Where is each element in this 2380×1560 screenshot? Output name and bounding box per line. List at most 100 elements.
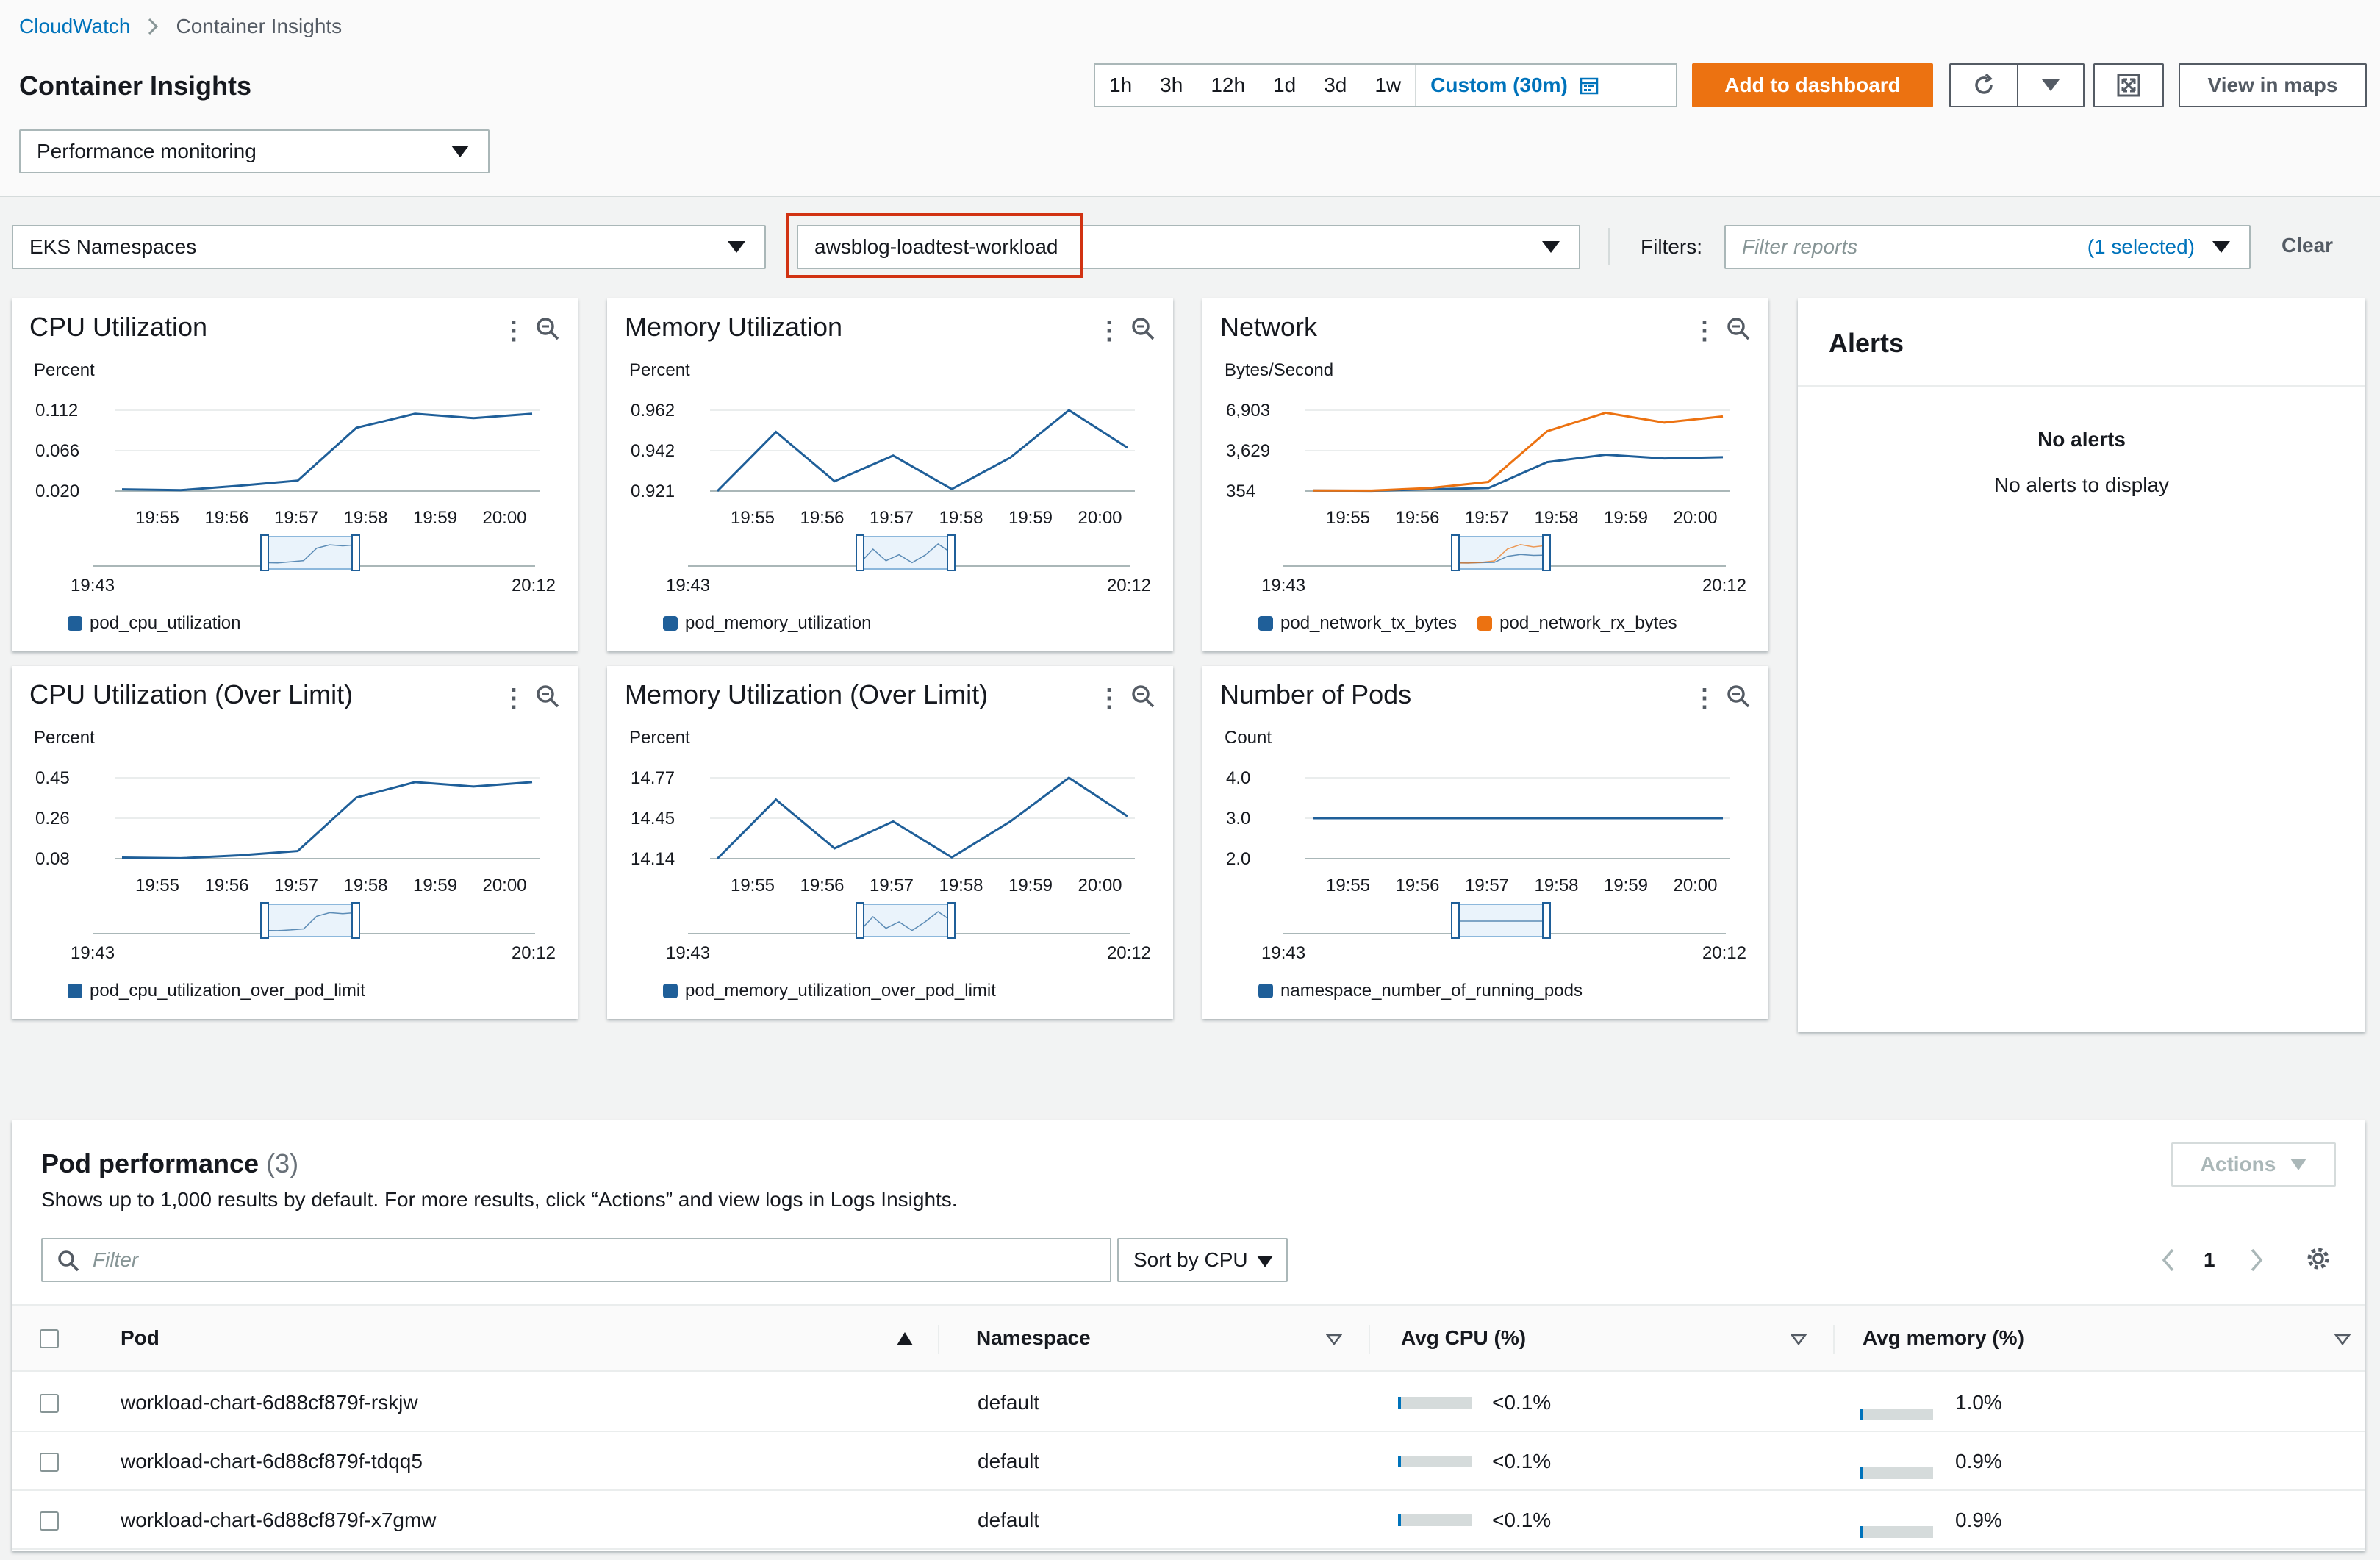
navigator-left-handle[interactable] bbox=[1451, 902, 1460, 939]
navigator-left-handle[interactable] bbox=[856, 534, 864, 571]
y-tick-label: 6,903 bbox=[1226, 401, 1270, 421]
navigator-series-line bbox=[1455, 544, 1547, 564]
more-options-icon[interactable]: ⋮ bbox=[501, 684, 526, 712]
navigator-left-handle[interactable] bbox=[260, 534, 269, 571]
legend-item[interactable]: pod_memory_utilization bbox=[663, 613, 871, 634]
zoom-icon[interactable] bbox=[535, 316, 560, 341]
zoom-icon[interactable] bbox=[1726, 684, 1751, 709]
legend-item[interactable]: pod_network_rx_bytes bbox=[1477, 613, 1677, 634]
refresh-button[interactable] bbox=[1949, 63, 2018, 107]
column-avg-memory[interactable]: Avg memory (%) bbox=[1836, 1325, 2351, 1354]
zoom-icon[interactable] bbox=[1726, 316, 1751, 341]
y-tick-label: 0.066 bbox=[35, 441, 79, 461]
filter-reports-input[interactable]: Filter reports (1 selected) bbox=[1724, 225, 2251, 269]
navigator-right-handle[interactable] bbox=[1542, 902, 1551, 939]
search-icon bbox=[58, 1250, 79, 1272]
namespace-cell: default bbox=[978, 1450, 1040, 1473]
range-end-label: 20:12 bbox=[512, 943, 556, 960]
time-range-3d[interactable]: 3d bbox=[1324, 74, 1347, 96]
sort-select[interactable]: Sort by CPU bbox=[1117, 1238, 1288, 1282]
pod-name-cell[interactable]: workload-chart-6d88cf879f-rskjw bbox=[121, 1391, 418, 1414]
navigator-window bbox=[859, 904, 952, 937]
avg-memory-cell: 1.0% bbox=[1955, 1391, 2002, 1414]
add-to-dashboard-button[interactable]: Add to dashboard bbox=[1692, 63, 1933, 107]
chart-legend: pod_memory_utilization bbox=[663, 613, 884, 634]
time-range-1h[interactable]: 1h bbox=[1109, 74, 1133, 96]
x-tick-label: 19:58 bbox=[939, 508, 983, 528]
x-tick-label: 19:55 bbox=[1326, 508, 1370, 528]
more-options-icon[interactable]: ⋮ bbox=[1097, 684, 1122, 712]
row-checkbox[interactable] bbox=[40, 1511, 59, 1531]
time-range-12h[interactable]: 12h bbox=[1211, 74, 1246, 96]
navigator-left-handle[interactable] bbox=[260, 902, 269, 939]
gear-icon[interactable] bbox=[2305, 1245, 2331, 1272]
chart-unit-label: Bytes/Second bbox=[1225, 360, 1334, 380]
more-options-icon[interactable]: ⋮ bbox=[1097, 317, 1122, 345]
navigator-right-handle[interactable] bbox=[1542, 534, 1551, 571]
pod-filter-input[interactable]: Filter bbox=[41, 1238, 1111, 1282]
y-tick-label: 0.112 bbox=[35, 401, 78, 421]
navigator-right-handle[interactable] bbox=[947, 902, 956, 939]
zoom-icon[interactable] bbox=[535, 684, 560, 709]
chart-plot: 0.962 0.942 0.921 19:55 19:56 19:57 19:58 19:59… bbox=[631, 401, 1151, 593]
actions-button[interactable]: Actions bbox=[2171, 1142, 2336, 1187]
range-start-label: 19:43 bbox=[1261, 576, 1305, 593]
more-options-icon[interactable]: ⋮ bbox=[1692, 684, 1717, 712]
resource-type-select[interactable]: EKS Namespaces bbox=[12, 225, 766, 269]
cpu-usage-fill bbox=[1398, 1397, 1401, 1409]
pod-name-cell[interactable]: workload-chart-6d88cf879f-tdqq5 bbox=[121, 1450, 423, 1473]
chart-unit-label: Percent bbox=[629, 728, 690, 748]
column-avg-cpu[interactable]: Avg CPU (%) bbox=[1372, 1325, 1835, 1354]
namespace-cell: default bbox=[978, 1509, 1040, 1531]
fullscreen-button[interactable] bbox=[2093, 63, 2164, 107]
more-options-icon[interactable]: ⋮ bbox=[501, 317, 526, 345]
view-in-maps-button[interactable]: View in maps bbox=[2179, 63, 2367, 107]
refresh-options-button[interactable] bbox=[2017, 63, 2085, 107]
legend-item[interactable]: pod_cpu_utilization bbox=[68, 613, 241, 634]
time-range-1d[interactable]: 1d bbox=[1273, 74, 1297, 96]
next-page-icon[interactable] bbox=[2246, 1245, 2267, 1275]
legend-item[interactable]: namespace_number_of_running_pods bbox=[1258, 981, 1583, 1001]
resource-value: awsblog-loadtest-workload bbox=[814, 235, 1058, 258]
expand-icon bbox=[2117, 74, 2140, 97]
zoom-icon[interactable] bbox=[1130, 316, 1155, 341]
more-options-icon[interactable]: ⋮ bbox=[1692, 317, 1717, 345]
row-checkbox[interactable] bbox=[40, 1394, 59, 1413]
legend-item[interactable]: pod_network_tx_bytes bbox=[1258, 613, 1457, 634]
breadcrumb-current: Container Insights bbox=[176, 15, 343, 37]
navigator-right-handle[interactable] bbox=[351, 534, 360, 571]
range-start-label: 19:43 bbox=[666, 943, 710, 960]
legend-item[interactable]: pod_cpu_utilization_over_pod_limit bbox=[68, 981, 365, 1001]
previous-page-icon[interactable] bbox=[2158, 1245, 2179, 1275]
chevron-right-icon bbox=[148, 18, 159, 35]
navigator-left-handle[interactable] bbox=[856, 902, 864, 939]
legend-item[interactable]: pod_memory_utilization_over_pod_limit bbox=[663, 981, 996, 1001]
select-all-checkbox[interactable] bbox=[40, 1329, 59, 1348]
x-tick-label: 19:57 bbox=[870, 508, 914, 528]
column-namespace[interactable]: Namespace bbox=[941, 1325, 1370, 1354]
navigator-window bbox=[1455, 904, 1547, 937]
time-range-custom[interactable]: Custom (30m) bbox=[1415, 65, 1613, 106]
table-row: workload-chart-6d88cf879f-x7gmw default … bbox=[12, 1491, 2365, 1550]
current-page[interactable]: 1 bbox=[2204, 1248, 2215, 1271]
clear-filters-button[interactable]: Clear bbox=[2282, 234, 2334, 257]
divider bbox=[12, 1304, 2365, 1306]
pod-name-cell[interactable]: workload-chart-6d88cf879f-x7gmw bbox=[121, 1509, 437, 1531]
breadcrumb-cloudwatch[interactable]: CloudWatch bbox=[19, 15, 131, 37]
x-tick-label: 19:56 bbox=[1395, 508, 1439, 528]
resource-select[interactable]: awsblog-loadtest-workload bbox=[797, 225, 1580, 269]
row-checkbox[interactable] bbox=[40, 1453, 59, 1472]
y-tick-label: 3.0 bbox=[1226, 809, 1250, 829]
navigator-right-handle[interactable] bbox=[351, 902, 360, 939]
column-pod[interactable]: Pod bbox=[101, 1325, 939, 1354]
x-tick-label: 19:59 bbox=[1604, 508, 1648, 528]
navigator-right-handle[interactable] bbox=[947, 534, 956, 571]
pod-performance-description: Shows up to 1,000 results by default. Fo… bbox=[41, 1188, 958, 1211]
navigator-series-line bbox=[859, 543, 952, 564]
x-tick-label: 19:56 bbox=[800, 508, 844, 528]
view-select[interactable]: Performance monitoring bbox=[19, 129, 490, 173]
zoom-icon[interactable] bbox=[1130, 684, 1155, 709]
time-range-3h[interactable]: 3h bbox=[1160, 74, 1183, 96]
navigator-left-handle[interactable] bbox=[1451, 534, 1460, 571]
time-range-1w[interactable]: 1w bbox=[1374, 74, 1402, 96]
